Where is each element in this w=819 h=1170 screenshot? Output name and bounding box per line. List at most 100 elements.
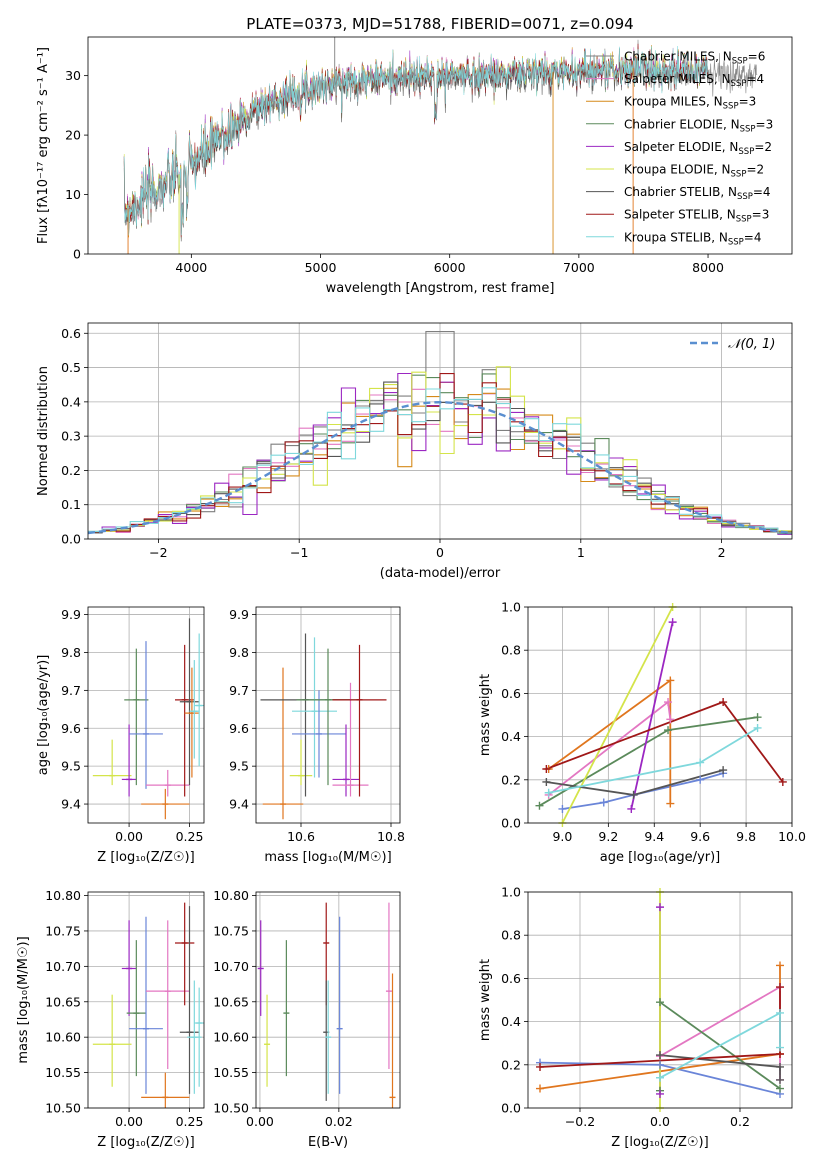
x-tick-label: 8000: [692, 260, 724, 275]
legend-label: Kroupa ELODIE, NSSP=2: [624, 163, 764, 180]
data-point-marker: [776, 1008, 784, 1017]
weight_vs_age-panel: 9.0 9.2 9.4 9.6 9.8 10.0 0.0 0.2 0.4 0.6 0.8 1.0 age…: [478, 600, 806, 866]
data-point-marker: [666, 715, 675, 724]
data-point-marker: [668, 618, 677, 627]
y-axis-label: mass weight: [478, 959, 493, 1041]
y-tick-label: 10.70: [45, 959, 81, 974]
y-tick-label: 0.5: [61, 360, 81, 375]
y-tick-label: 9.5: [61, 759, 81, 774]
y-tick-label: 0.3: [61, 429, 81, 444]
y-axis-label: mass [log₁₀(M/M☉)]: [16, 936, 31, 1063]
x-axis-label: age [log₁₀(age/yr)]: [600, 850, 721, 865]
legend-label: Kroupa STELIB, NSSP=4: [624, 230, 762, 247]
data-point-marker: [719, 698, 728, 707]
y-tick-label: 10.60: [213, 1030, 249, 1045]
x-tick-label: 9.4: [644, 829, 664, 844]
weight-line: [630, 621, 674, 810]
y-tick-label: 10.50: [213, 1101, 249, 1116]
y-tick-label: 9.6: [61, 721, 81, 736]
legend-label: Salpeter ELODIE, NSSP=2: [624, 140, 772, 157]
legend-label: Chabrier MILES, NSSP=6: [624, 50, 765, 67]
data-point-marker: [542, 765, 551, 773]
spectrum-line-kroupa-stelib: [123, 45, 709, 236]
y-tick-label: 9.9: [61, 607, 81, 622]
mass_vs_Z-plot-area: [92, 902, 204, 1108]
y-tick-label: 9.8: [229, 645, 249, 660]
data-point-marker: [656, 903, 664, 912]
data-point-marker: [753, 723, 762, 732]
x-axis-label: (data-model)/error: [380, 566, 501, 581]
data-point-marker: [542, 777, 551, 786]
age_vs_Z-frame: [87, 606, 205, 824]
x-tick-label: 7000: [563, 260, 595, 275]
mass_vs_Z-frame: [87, 891, 205, 1109]
y-tick-label: 9.8: [61, 645, 81, 660]
y-tick-label: 0.1: [61, 497, 81, 512]
x-tick-label: 9.2: [598, 829, 618, 844]
y-tick-label: 1.0: [501, 885, 521, 900]
data-point-marker: [696, 775, 705, 784]
data-point-marker: [558, 804, 567, 813]
x-tick-label: −1: [290, 545, 308, 560]
data-point-marker: [719, 766, 728, 775]
x-axis-label: Z [log₁₀(Z/Z☉)]: [611, 1135, 708, 1150]
weight_vs_Z-panel: −0.2 0.0 0.2 0.0 0.2 0.4 0.6 0.8 1.0 Z [log₁₀(Z/Z…: [478, 885, 793, 1150]
data-point-marker: [656, 1060, 664, 1069]
x-axis-label: Z [log₁₀(Z/Z☉)]: [97, 850, 194, 865]
y-axis-label: age [log₁₀(age/yr)]: [36, 655, 51, 776]
data-point-marker: [776, 983, 784, 992]
y-tick-label: 0.0: [61, 532, 81, 547]
data-point-marker: [629, 790, 638, 799]
x-tick-label: 9.6: [690, 829, 710, 844]
x-tick-label: 0.2: [730, 1114, 750, 1129]
data-point-marker: [656, 1051, 664, 1060]
x-tick-label: 0.0: [650, 1114, 670, 1129]
y-tick-label: 10.80: [45, 888, 81, 903]
x-axis-label: wavelength [Angstrom, rest frame]: [326, 281, 555, 296]
mass_vs_ebv-panel: 0.00 0.02 10.50 10.55 10.60 10.65 10.70 10.75 10…: [213, 888, 401, 1150]
legend-label: Chabrier STELIB, NSSP=4: [624, 185, 771, 202]
x-axis-label: Z [log₁₀(Z/Z☉)]: [97, 1135, 194, 1150]
legend-label: Chabrier ELODIE, NSSP=3: [624, 117, 773, 134]
y-tick-label: 10.50: [45, 1101, 81, 1116]
age_vs_mass-frame: [255, 606, 401, 824]
spectrum-plot-area: [123, 37, 758, 254]
spectrum-panel: 4000 5000 6000 7000 8000 0 10 20 30 wavelength [A…: [36, 36, 793, 296]
y-tick-label: 0.0: [501, 1101, 521, 1116]
y-tick-label: 10.55: [213, 1065, 249, 1080]
data-point-marker: [776, 961, 784, 970]
data-point-marker: [666, 676, 675, 685]
y-tick-label: 0.2: [501, 772, 521, 787]
data-point-marker: [666, 799, 675, 808]
x-tick-label: 0: [436, 545, 444, 560]
y-tick-label: 10.75: [45, 923, 81, 938]
residuals-plot-area: [88, 331, 792, 535]
y-tick-label: 0.4: [501, 1014, 521, 1029]
legend-label: Kroupa MILES, NSSP=3: [624, 95, 756, 112]
x-tick-label: 1: [577, 545, 585, 560]
data-point-marker: [664, 726, 673, 735]
legend-label: Salpeter MILES, NSSP=4: [624, 72, 764, 89]
mass_vs_ebv-frame: [255, 891, 401, 1109]
x-tick-label: 2: [718, 545, 726, 560]
y-tick-label: 10.65: [213, 994, 249, 1009]
residuals-frame: [87, 322, 793, 540]
weight_vs_Z-frame: [527, 891, 793, 1109]
y-tick-label: 0.2: [501, 1057, 521, 1072]
x-tick-label: 10.6: [287, 829, 315, 844]
age_vs_Z-panel: 0.00 0.25 9.4 9.5 9.6 9.7 9.8 9.9 Z [log₁₀(Z/Z☉)…: [36, 606, 205, 865]
x-axis-label: mass [log₁₀(M/M☉)]: [264, 850, 391, 865]
y-tick-label: 9.7: [61, 683, 81, 698]
y-tick-label: 10.65: [45, 994, 81, 1009]
data-point-marker: [656, 1073, 664, 1082]
age_vs_mass-panel: 10.6 10.8 9.4 9.5 9.6 9.7 9.8 9.9 mass [log₁₀(M/…: [229, 606, 405, 865]
y-tick-label: 0.0: [501, 816, 521, 831]
y-tick-label: 0: [73, 247, 81, 262]
y-tick-label: 0.6: [501, 686, 521, 701]
x-tick-label: 9.8: [736, 829, 756, 844]
y-tick-label: 0.4: [501, 729, 521, 744]
y-tick-label: 9.4: [61, 797, 81, 812]
y-tick-label: 0.4: [61, 394, 81, 409]
y-axis-label: Flux [fλ10⁻¹⁷ erg cm⁻² s⁻¹ A⁻¹]: [36, 47, 51, 244]
